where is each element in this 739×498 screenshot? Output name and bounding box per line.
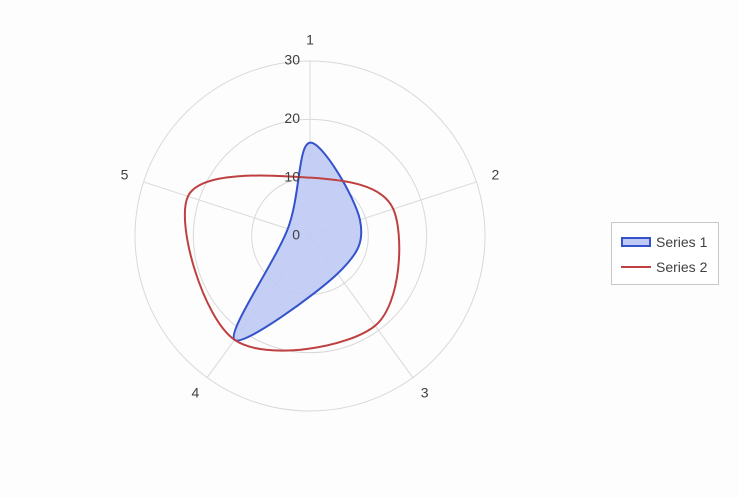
label-layer: 0 10 20 30 1 2 3 4 5 (121, 32, 500, 401)
legend-swatch-series-2 (621, 262, 651, 272)
category-label-3: 3 (421, 384, 429, 400)
series-layer (183, 141, 401, 352)
category-label-1: 1 (306, 32, 314, 48)
category-label-2: 2 (492, 166, 500, 182)
legend-label-series-1: Series 1 (656, 234, 708, 250)
spoke-5 (143, 181, 311, 237)
r-tick-label-20: 20 (284, 110, 300, 126)
legend-item-series-1: Series 1 (621, 233, 707, 251)
series-1-shape (232, 141, 363, 342)
legend-swatch-series-1 (621, 237, 651, 247)
r-tick-label-30: 30 (284, 52, 300, 68)
series-2-shape (183, 174, 401, 352)
category-label-5: 5 (121, 166, 129, 182)
legend-item-series-2: Series 2 (621, 258, 707, 276)
legend-label-series-2: Series 2 (656, 259, 708, 275)
category-label-4: 4 (191, 384, 199, 400)
r-tick-label-0: 0 (292, 227, 300, 243)
legend: Series 1 Series 2 (611, 222, 719, 285)
r-tick-label-10: 10 (284, 168, 300, 184)
